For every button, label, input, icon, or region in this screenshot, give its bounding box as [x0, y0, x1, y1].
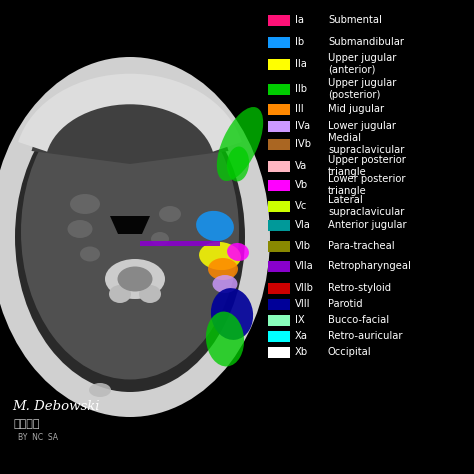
Text: Parotid: Parotid	[328, 299, 363, 309]
Ellipse shape	[139, 285, 161, 303]
Ellipse shape	[217, 107, 263, 181]
Text: VIa: VIa	[295, 220, 311, 230]
Ellipse shape	[118, 266, 153, 292]
Ellipse shape	[109, 285, 131, 303]
Text: VIIa: VIIa	[295, 261, 314, 271]
FancyBboxPatch shape	[268, 138, 290, 149]
Text: BY  NC  SA: BY NC SA	[18, 434, 58, 443]
Text: Lateral
supraclavicular: Lateral supraclavicular	[328, 195, 404, 217]
FancyBboxPatch shape	[268, 36, 290, 47]
Ellipse shape	[159, 206, 181, 222]
Text: Ib: Ib	[295, 37, 304, 47]
Text: Para-tracheal: Para-tracheal	[328, 241, 395, 251]
Text: IVa: IVa	[295, 121, 310, 131]
FancyBboxPatch shape	[268, 330, 290, 341]
Ellipse shape	[89, 383, 111, 397]
Text: Anterior jugular: Anterior jugular	[328, 220, 407, 230]
Text: Xb: Xb	[295, 347, 308, 357]
Text: Xa: Xa	[295, 331, 308, 341]
Ellipse shape	[206, 311, 244, 366]
FancyBboxPatch shape	[268, 299, 290, 310]
Text: Submandibular: Submandibular	[328, 37, 404, 47]
Text: Upper jugular
(anterior): Upper jugular (anterior)	[328, 54, 396, 74]
FancyBboxPatch shape	[268, 346, 290, 357]
Text: VIII: VIII	[295, 299, 310, 309]
Ellipse shape	[21, 84, 239, 380]
Text: M. Debowski: M. Debowski	[12, 400, 100, 412]
Ellipse shape	[151, 232, 169, 246]
FancyBboxPatch shape	[268, 180, 290, 191]
FancyBboxPatch shape	[268, 283, 290, 293]
FancyBboxPatch shape	[268, 161, 290, 172]
Polygon shape	[140, 241, 220, 246]
Text: Occipital: Occipital	[328, 347, 372, 357]
Text: Upper jugular
(posterior): Upper jugular (posterior)	[328, 78, 396, 100]
Text: Submental: Submental	[328, 15, 382, 25]
Ellipse shape	[105, 259, 165, 299]
FancyBboxPatch shape	[268, 240, 290, 252]
Ellipse shape	[208, 258, 238, 280]
Text: III: III	[295, 104, 304, 114]
Text: Mid jugular: Mid jugular	[328, 104, 384, 114]
Text: Medial
supraclavicular: Medial supraclavicular	[328, 133, 404, 155]
Ellipse shape	[70, 194, 100, 214]
Ellipse shape	[211, 288, 253, 340]
FancyBboxPatch shape	[268, 15, 290, 26]
Text: IIb: IIb	[295, 84, 307, 94]
Text: VIb: VIb	[295, 241, 311, 251]
Text: Va: Va	[295, 161, 307, 171]
FancyBboxPatch shape	[268, 83, 290, 94]
Text: Lower posterior
triangle: Lower posterior triangle	[328, 174, 405, 196]
Text: Retro-auricular: Retro-auricular	[328, 331, 402, 341]
Ellipse shape	[227, 146, 249, 182]
Text: ⓒⓘⓢⓞ: ⓒⓘⓢⓞ	[14, 419, 40, 429]
Text: Bucco-facial: Bucco-facial	[328, 315, 389, 325]
Ellipse shape	[227, 243, 249, 261]
Text: Retro-styloid: Retro-styloid	[328, 283, 391, 293]
FancyBboxPatch shape	[268, 315, 290, 326]
Text: Ia: Ia	[295, 15, 304, 25]
Polygon shape	[31, 89, 228, 164]
FancyBboxPatch shape	[268, 201, 290, 211]
FancyBboxPatch shape	[268, 103, 290, 115]
Text: Vb: Vb	[295, 180, 308, 190]
FancyBboxPatch shape	[268, 219, 290, 230]
FancyBboxPatch shape	[268, 261, 290, 272]
Ellipse shape	[80, 246, 100, 262]
FancyBboxPatch shape	[268, 58, 290, 70]
Text: IVb: IVb	[295, 139, 311, 149]
Ellipse shape	[212, 275, 237, 293]
Text: IIa: IIa	[295, 59, 307, 69]
Text: Upper posterior
triangle: Upper posterior triangle	[328, 155, 406, 177]
Text: Lower jugular: Lower jugular	[328, 121, 396, 131]
Text: Vc: Vc	[295, 201, 307, 211]
Text: VIIb: VIIb	[295, 283, 314, 293]
Text: Retropharyngeal: Retropharyngeal	[328, 261, 411, 271]
Ellipse shape	[196, 211, 234, 241]
Text: IX: IX	[295, 315, 305, 325]
Ellipse shape	[0, 67, 260, 407]
Ellipse shape	[199, 242, 241, 270]
Polygon shape	[110, 216, 150, 234]
FancyBboxPatch shape	[268, 120, 290, 131]
Ellipse shape	[67, 220, 92, 238]
